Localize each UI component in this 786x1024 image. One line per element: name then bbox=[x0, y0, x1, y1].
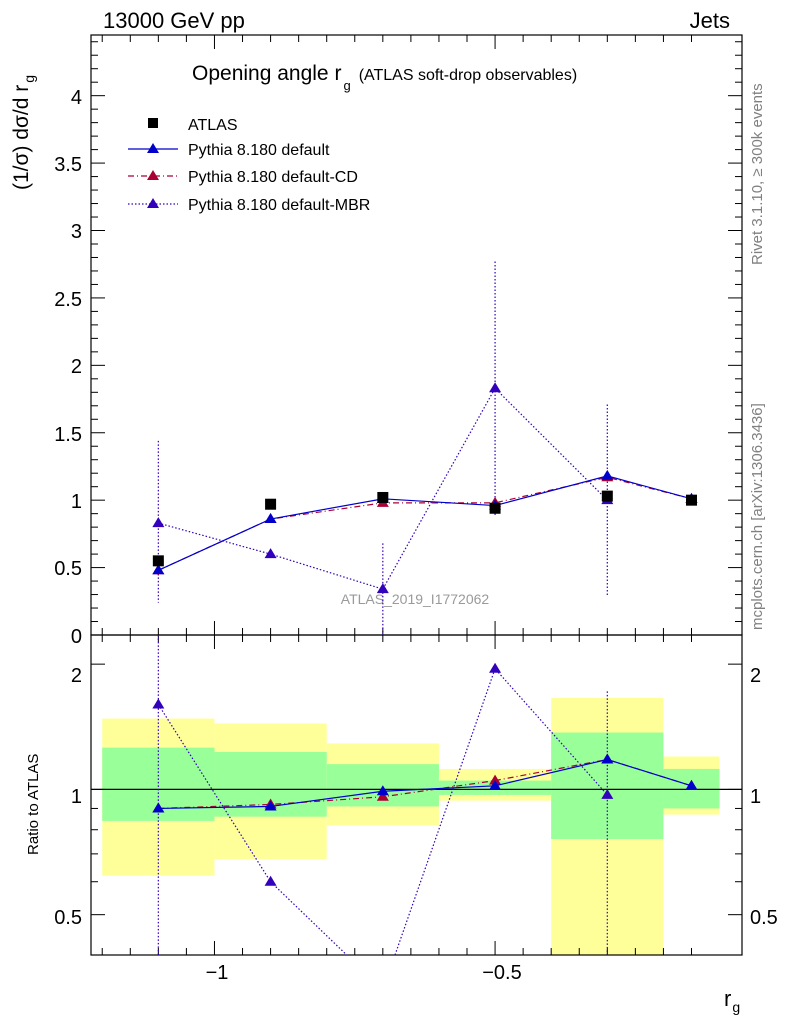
y-tick-label: 1.5 bbox=[54, 424, 82, 446]
y-tick-label: 2.5 bbox=[54, 289, 82, 311]
main-point-default bbox=[264, 513, 277, 524]
ratio-tick-label: 1 bbox=[750, 786, 761, 808]
legend-entry-atlas: ATLAS bbox=[148, 117, 238, 134]
ratio-point-mbr bbox=[489, 662, 502, 673]
legend-entry-default: Pythia 8.180 default bbox=[128, 142, 330, 159]
ratio-line-default bbox=[158, 758, 692, 810]
axis-ticks bbox=[91, 35, 742, 955]
ratio-point-default bbox=[601, 753, 614, 764]
ratio-plot-frame bbox=[90, 634, 743, 956]
ratio-tick-label: 1 bbox=[71, 786, 82, 808]
atlas-data-point bbox=[152, 555, 164, 567]
energy-label: 13000 GeV pp bbox=[103, 8, 245, 33]
ratio-point-default bbox=[685, 779, 698, 790]
x-axis-label: rg bbox=[724, 986, 740, 1015]
main-plot-series bbox=[152, 261, 698, 635]
ratio-point-cd bbox=[489, 774, 502, 785]
main-point-default bbox=[601, 469, 614, 480]
atlas-data-point bbox=[685, 494, 697, 506]
ratio-point-default bbox=[376, 785, 389, 796]
ratio-uncertainty-bands bbox=[102, 697, 720, 955]
legend-entry-mbr: Pythia 8.180 default-MBR bbox=[128, 197, 370, 214]
rivet-label: Rivet 3.1.10, ≥ 300k events bbox=[749, 83, 766, 265]
chart-title: Opening angle rg(ATLAS soft-drop observa… bbox=[192, 62, 577, 93]
legend-label: Pythia 8.180 default bbox=[188, 142, 330, 159]
legend-marker-triangle bbox=[147, 198, 159, 208]
x-tick-label: −1 bbox=[206, 962, 229, 984]
ratio-point-mbr bbox=[264, 875, 277, 886]
atlas-data-point bbox=[489, 502, 501, 514]
mcplots-label: mcplots.cern.ch [arXiv:1306.3436] bbox=[749, 403, 766, 630]
ratio-plot-series bbox=[152, 635, 698, 994]
legend-label: Pythia 8.180 default-CD bbox=[188, 169, 358, 186]
legend-marker-triangle bbox=[147, 143, 159, 153]
y-tick-label: 0 bbox=[71, 626, 82, 648]
y-tick-label: 2 bbox=[71, 356, 82, 378]
atlas-data-point bbox=[377, 491, 389, 503]
ratio-point-mbr bbox=[601, 788, 614, 799]
atlas-data-point bbox=[601, 490, 613, 502]
y-tick-label: 3 bbox=[71, 221, 82, 243]
ratio-point-default bbox=[152, 802, 165, 813]
ratio-point-mbr bbox=[152, 698, 165, 709]
legend-marker-square bbox=[148, 118, 158, 128]
ratio-point-default bbox=[489, 779, 502, 790]
legend-label: Pythia 8.180 default-MBR bbox=[188, 197, 370, 214]
y-tick-label: 1 bbox=[71, 491, 82, 513]
x-tick-label: −0.5 bbox=[482, 962, 521, 984]
legend-label: ATLAS bbox=[188, 117, 238, 134]
ratio-tick-label: 0.5 bbox=[54, 907, 82, 929]
y-tick-label: 4 bbox=[71, 87, 82, 109]
main-point-default bbox=[152, 564, 165, 575]
main-y-tick-labels: 0 0.5 1 1.5 2 2.5 3 3.5 4 bbox=[54, 87, 82, 648]
y-tick-label: 0.5 bbox=[54, 558, 82, 580]
ratio-y-tick-labels-left: 0.5 1 2 bbox=[54, 665, 82, 929]
ratio-point-mbr bbox=[377, 984, 389, 994]
legend-marker-triangle bbox=[147, 170, 159, 180]
analysis-watermark: ATLAS_2019_I1772062 bbox=[341, 591, 490, 607]
ratio-line-cd bbox=[158, 758, 692, 810]
ratio-tick-label: 2 bbox=[750, 665, 761, 687]
legend: ATLAS Pythia 8.180 default Pythia 8.180 … bbox=[128, 117, 370, 214]
atlas-data-point bbox=[265, 498, 277, 510]
ratio-axis-label: Ratio to ATLAS bbox=[25, 754, 42, 855]
main-point-mbr bbox=[152, 517, 165, 528]
main-line-mbr bbox=[158, 387, 608, 590]
ratio-point-default bbox=[264, 800, 277, 811]
process-label: Jets bbox=[690, 8, 730, 33]
main-point-mbr bbox=[376, 583, 389, 594]
ratio-tick-label: 0.5 bbox=[750, 907, 778, 929]
ratio-y-tick-labels-right: 0.5 1 2 bbox=[750, 665, 778, 929]
ratio-tick-label: 2 bbox=[71, 665, 82, 687]
main-line-default bbox=[158, 475, 692, 571]
ratio-point-cd bbox=[376, 790, 389, 801]
main-point-mbr bbox=[489, 382, 502, 393]
y-axis-label: (1/σ) dσ/d rg bbox=[10, 75, 37, 190]
x-tick-labels: −1 −0.5 bbox=[206, 962, 522, 984]
main-point-mbr bbox=[264, 548, 277, 559]
legend-entry-cd: Pythia 8.180 default-CD bbox=[128, 169, 358, 186]
y-tick-label: 3.5 bbox=[54, 154, 82, 176]
